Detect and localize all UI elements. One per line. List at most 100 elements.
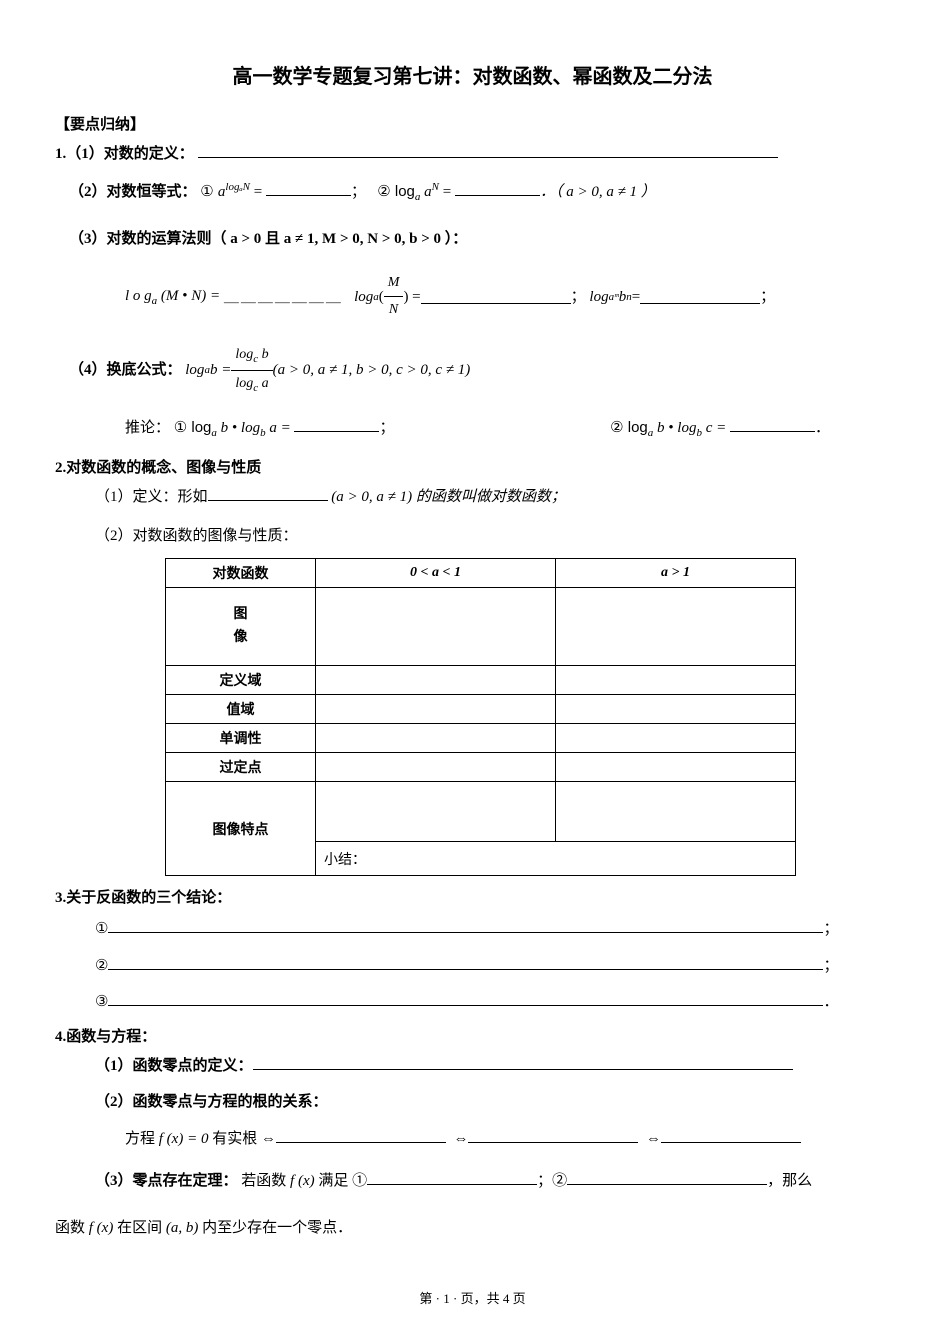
s1-p4-cor: 推论： ① loga b • logb a = ； ② loga b • log… <box>55 414 890 444</box>
txt: log <box>185 356 204 385</box>
txt: 推论： <box>125 420 170 436</box>
txt: b = <box>210 356 231 385</box>
blank <box>455 182 540 196</box>
txt: ) = <box>403 283 420 312</box>
txt: (a > 0, a ≠ 1) 的函数叫做对数函数； <box>331 489 566 505</box>
s1-p2-label: （2）对数恒等式： <box>69 184 197 200</box>
td: 图像特点 <box>166 782 316 876</box>
txt: log <box>354 283 373 312</box>
td: 小结： <box>316 842 796 876</box>
td: 单调性 <box>166 724 316 753</box>
s3-3: ③． <box>55 988 890 1017</box>
circle-1: ① <box>200 183 218 200</box>
s1-p3-formulas: l o ga (M • N) = ＿＿＿＿＿＿＿ loga( MN ) = ； … <box>55 270 890 324</box>
td: 值域 <box>166 695 316 724</box>
den: logc a <box>231 371 272 399</box>
blank <box>294 418 379 432</box>
txt: ； <box>351 184 366 200</box>
txt: ，那么 <box>767 1173 812 1189</box>
table-row: 单调性 <box>166 724 796 753</box>
t: a <box>258 376 269 391</box>
txt: b • log <box>217 420 260 436</box>
s1-p1: 1.（1）对数的定义： <box>55 140 890 169</box>
txt: 函数 <box>55 1220 89 1236</box>
txt: ． <box>815 420 830 436</box>
s4-p1: （1）函数零点的定义： <box>55 1052 890 1081</box>
txt: ① log <box>174 419 212 436</box>
circle-3: ③ <box>95 993 108 1010</box>
txt: ．（ a > 0, a ≠ 1 ） <box>540 184 656 200</box>
s3-2: ②； <box>55 952 890 981</box>
txt: （3）零点存在定理： <box>95 1173 238 1189</box>
fraction: logc b logc a <box>231 342 272 398</box>
page-footer: 第 · 1 · 页，共 4 页 <box>0 1288 945 1307</box>
txt: ； <box>823 921 838 937</box>
blank <box>421 290 571 304</box>
txt: f (x) = 0 <box>159 1131 209 1147</box>
td: 图像 <box>166 588 316 666</box>
txt: 有实根 ⇔ <box>208 1131 276 1147</box>
txt: ． <box>823 994 838 1010</box>
txt: ；② <box>537 1173 567 1189</box>
den: N <box>384 297 404 324</box>
s1-p4-label: （4）换底公式： <box>69 356 182 385</box>
blank <box>567 1171 767 1185</box>
section4-head: 4.函数与方程： <box>55 1025 890 1046</box>
txt: a <box>420 184 431 200</box>
s1-p2: （2）对数恒等式： ① alogₐN = ； ② loga aN = ．（ a … <box>55 177 890 208</box>
txt: log <box>589 283 608 312</box>
section3-head: 3.关于反函数的三个结论： <box>55 886 890 907</box>
txt: ； <box>760 283 775 312</box>
txt: = <box>632 283 640 312</box>
s1-p3-label: （3）对数的运算法则（ a > 0 且 a ≠ 1, M > 0, N > 0,… <box>55 225 890 254</box>
page-title: 高一数学专题复习第七讲：对数函数、幂函数及二分法 <box>55 60 890 89</box>
right: ② loga b • logb c = ． <box>610 414 830 444</box>
s4-p3: （3）零点存在定理： 若函数 f (x) 满足 ①；②，那么 <box>55 1167 890 1196</box>
blank <box>266 182 351 196</box>
txt: = <box>439 184 455 200</box>
txt: f (x) <box>89 1220 114 1236</box>
left: 推论： ① loga b • logb a = ； <box>125 414 394 444</box>
txt: ； <box>379 420 394 436</box>
blank <box>661 1129 801 1143</box>
txt: f (x) <box>290 1173 315 1189</box>
blank <box>276 1129 446 1143</box>
arrow-icon: ⇔ <box>453 1131 468 1147</box>
txt: 内至少存在一个零点． <box>198 1220 352 1236</box>
txt: （1）定义：形如 <box>95 489 208 505</box>
fraction: MN <box>384 270 404 324</box>
blank <box>367 1171 537 1185</box>
txt: ； <box>823 958 838 974</box>
blank <box>468 1129 638 1143</box>
td: 定义域 <box>166 666 316 695</box>
table-row: 图像 <box>166 588 796 666</box>
td <box>316 782 556 842</box>
th: 0 < a < 1 <box>316 559 556 588</box>
txt: b • log <box>653 420 696 436</box>
td: 过定点 <box>166 753 316 782</box>
table-row: 值域 <box>166 695 796 724</box>
td <box>556 724 796 753</box>
blank <box>253 1056 793 1070</box>
td <box>556 753 796 782</box>
table-row: 过定点 <box>166 753 796 782</box>
s4-p4: 函数 f (x) 在区间 (a, b) 内至少存在一个零点． <box>55 1214 890 1243</box>
circle-2: ② log <box>377 183 415 200</box>
td <box>556 695 796 724</box>
td <box>556 666 796 695</box>
blank <box>198 144 778 158</box>
s2-p1: （1）定义：形如 (a > 0, a ≠ 1) 的函数叫做对数函数； <box>55 483 890 512</box>
td <box>316 588 556 666</box>
s4-p2-label: （2）函数零点与方程的根的关系： <box>55 1088 890 1117</box>
s1-p1-label: 1.（1）对数的定义： <box>55 146 194 162</box>
txt: c = <box>702 420 730 436</box>
blank <box>108 919 823 933</box>
circle-2: ② <box>95 957 108 974</box>
th: 对数函数 <box>166 559 316 588</box>
txt: 满足 ① <box>315 1173 368 1189</box>
txt: a = <box>266 420 295 436</box>
num: M <box>384 270 404 298</box>
txt: ② log <box>610 419 648 436</box>
txt: （3）对数的运算法则（ a > 0 且 a ≠ 1, M > 0, N > 0,… <box>69 231 467 247</box>
section2-head: 2.对数函数的概念、图像与性质 <box>55 456 890 477</box>
